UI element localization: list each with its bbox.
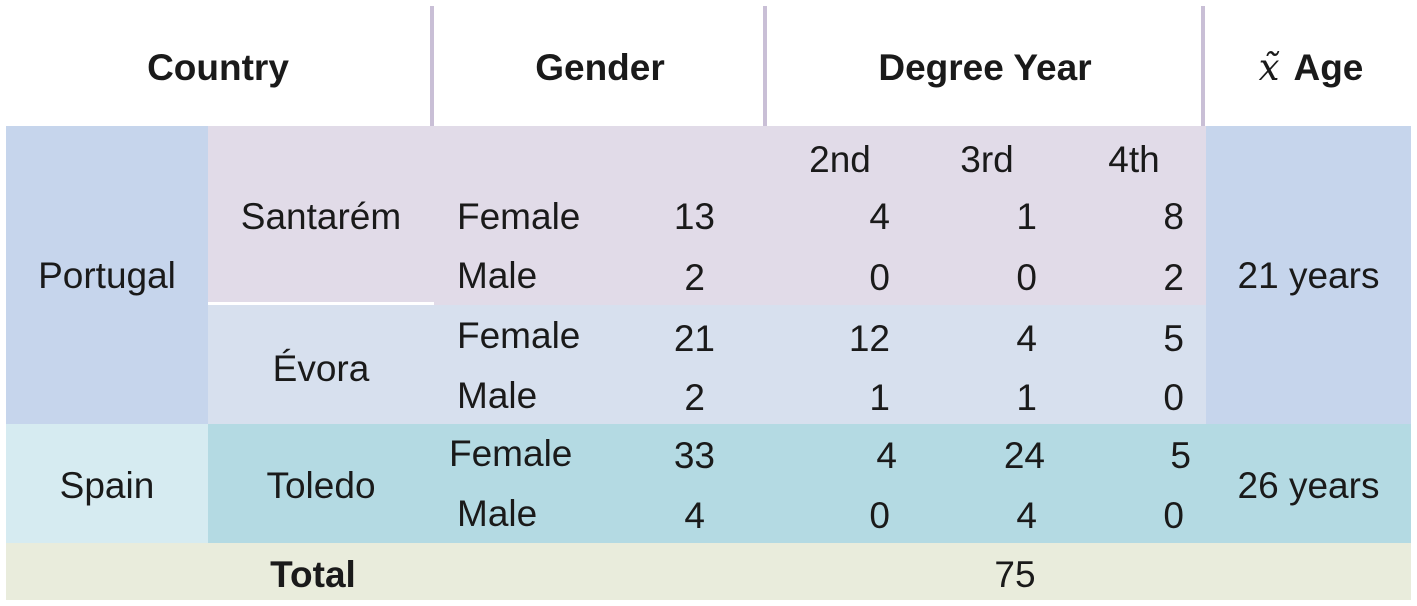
count-4th: 8: [1163, 196, 1184, 237]
spain-country-cell: [6, 424, 208, 543]
header-divider: [763, 6, 767, 126]
header-degree-year: Degree Year: [878, 47, 1092, 88]
count-total: 4: [684, 495, 705, 536]
header-divider: [430, 6, 434, 126]
header-divider: [1201, 6, 1205, 126]
count-2nd: 0: [869, 495, 890, 536]
city-divider: [208, 302, 434, 305]
count-3rd: 4: [1016, 495, 1037, 536]
median-symbol: x̃: [1258, 46, 1280, 89]
count-total: 21: [673, 318, 715, 359]
gender-label: Male: [457, 375, 538, 416]
city-toledo: Toledo: [266, 465, 376, 506]
degree-year-4th: 4th: [1108, 139, 1160, 180]
age-spain: 26 years: [1237, 465, 1380, 506]
count-total: 13: [673, 196, 715, 237]
count-4th: 0: [1163, 495, 1184, 536]
total-row: [6, 543, 1411, 600]
age-portugal: 21 years: [1237, 255, 1380, 296]
count-2nd: 4: [876, 435, 897, 476]
header-gender: Gender: [535, 47, 665, 88]
degree-year-3rd: 3rd: [960, 139, 1014, 180]
gender-label: Male: [457, 493, 538, 534]
country-portugal: Portugal: [38, 255, 176, 296]
gender-label: Female: [457, 315, 581, 356]
count-4th: 0: [1163, 377, 1184, 418]
portugal-age-cell: [1206, 126, 1411, 424]
degree-year-2nd: 2nd: [809, 139, 871, 180]
city-santarem: Santarém: [240, 196, 402, 237]
header-age: x̃ Age: [1205, 49, 1417, 86]
header-age-label: Age: [1293, 47, 1364, 88]
count-4th: 5: [1170, 435, 1191, 476]
header-country: Country: [147, 47, 289, 88]
count-2nd: 0: [869, 257, 890, 298]
total-value: 75: [994, 554, 1036, 595]
count-total: 2: [684, 257, 705, 298]
count-3rd: 1: [1016, 196, 1037, 237]
count-3rd: 1: [1016, 377, 1037, 418]
gender-label: Female: [457, 196, 581, 237]
portugal-country-cell: [6, 126, 208, 424]
count-4th: 2: [1163, 257, 1184, 298]
count-2nd: 12: [848, 318, 890, 359]
total-label: Total: [270, 554, 356, 595]
gender-label: Male: [457, 255, 538, 296]
count-3rd: 0: [1016, 257, 1037, 298]
gender-label: Female: [449, 433, 573, 474]
table-header: Country Gender Degree Year x̃ Age: [0, 0, 1417, 126]
count-3rd: 4: [1016, 318, 1037, 359]
toledo-block: [208, 424, 1411, 543]
count-total: 2: [684, 377, 705, 418]
santarem-block: [208, 126, 1206, 305]
count-total: 33: [673, 435, 715, 476]
count-4th: 5: [1163, 318, 1184, 359]
count-3rd: 24: [1003, 435, 1045, 476]
country-spain: Spain: [59, 465, 155, 506]
city-evora: Évora: [272, 348, 370, 389]
evora-block: [208, 305, 1206, 424]
count-2nd: 4: [869, 196, 890, 237]
count-2nd: 1: [869, 377, 890, 418]
